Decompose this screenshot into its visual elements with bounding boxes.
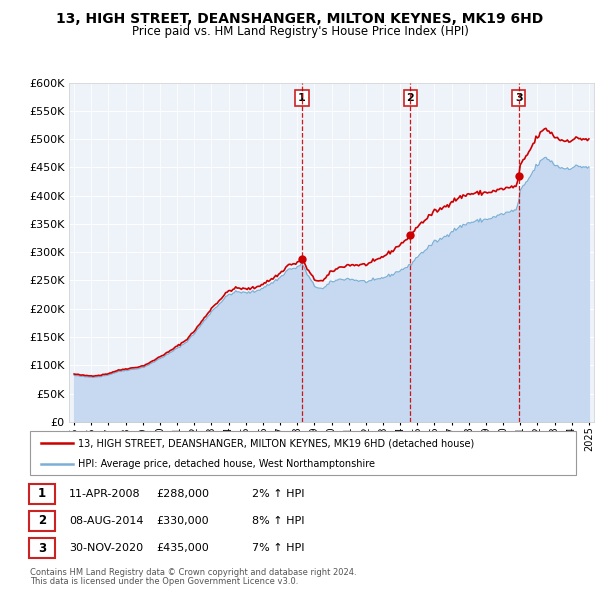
Text: This data is licensed under the Open Government Licence v3.0.: This data is licensed under the Open Gov… bbox=[30, 578, 298, 586]
Text: £435,000: £435,000 bbox=[156, 543, 209, 553]
Text: 2: 2 bbox=[38, 514, 46, 527]
Text: 8% ↑ HPI: 8% ↑ HPI bbox=[252, 516, 305, 526]
Text: 30-NOV-2020: 30-NOV-2020 bbox=[69, 543, 143, 553]
Text: 11-APR-2008: 11-APR-2008 bbox=[69, 489, 140, 499]
Text: 2% ↑ HPI: 2% ↑ HPI bbox=[252, 489, 305, 499]
Text: 7% ↑ HPI: 7% ↑ HPI bbox=[252, 543, 305, 553]
Text: 3: 3 bbox=[515, 93, 523, 103]
Text: 13, HIGH STREET, DEANSHANGER, MILTON KEYNES, MK19 6HD (detached house): 13, HIGH STREET, DEANSHANGER, MILTON KEY… bbox=[78, 438, 474, 448]
Text: Contains HM Land Registry data © Crown copyright and database right 2024.: Contains HM Land Registry data © Crown c… bbox=[30, 568, 356, 577]
Text: 13, HIGH STREET, DEANSHANGER, MILTON KEYNES, MK19 6HD: 13, HIGH STREET, DEANSHANGER, MILTON KEY… bbox=[56, 12, 544, 26]
Text: 1: 1 bbox=[38, 487, 46, 500]
Text: Price paid vs. HM Land Registry's House Price Index (HPI): Price paid vs. HM Land Registry's House … bbox=[131, 25, 469, 38]
Text: 1: 1 bbox=[298, 93, 306, 103]
Text: 2: 2 bbox=[407, 93, 415, 103]
Text: HPI: Average price, detached house, West Northamptonshire: HPI: Average price, detached house, West… bbox=[78, 459, 375, 469]
Text: £288,000: £288,000 bbox=[156, 489, 209, 499]
Text: 08-AUG-2014: 08-AUG-2014 bbox=[69, 516, 143, 526]
Text: 3: 3 bbox=[38, 542, 46, 555]
Text: £330,000: £330,000 bbox=[156, 516, 209, 526]
